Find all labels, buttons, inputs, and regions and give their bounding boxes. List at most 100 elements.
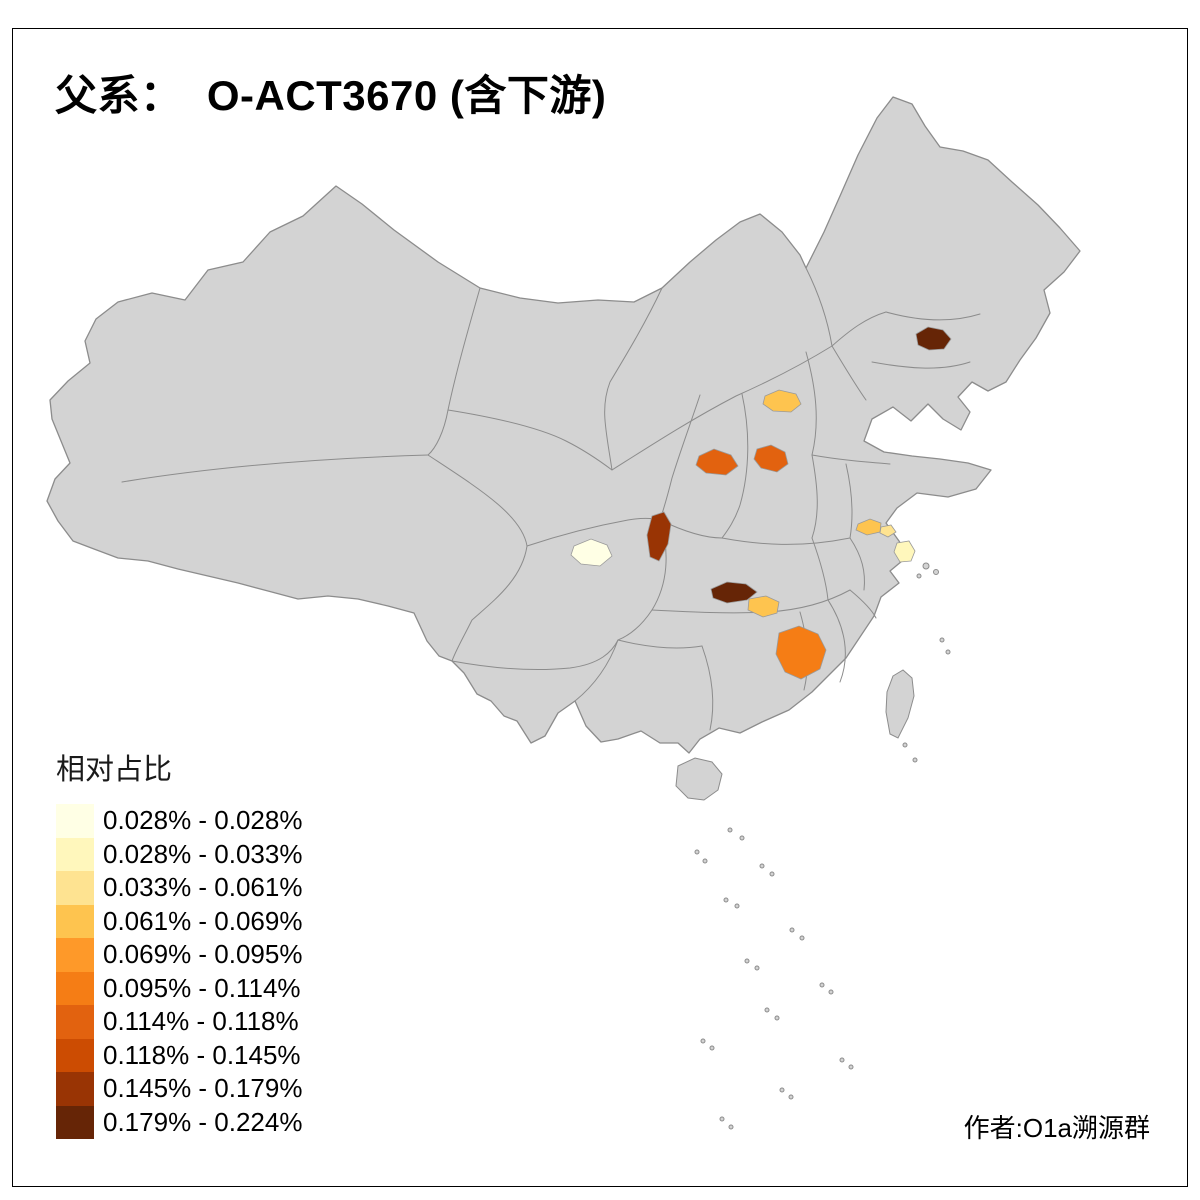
- small-island: [723, 897, 729, 903]
- province-border-line: [701, 645, 714, 731]
- china-mainland-shape: [46, 96, 1081, 754]
- small-island: [828, 989, 834, 995]
- legend-swatch: [56, 904, 94, 938]
- province-border-line: [805, 351, 817, 456]
- legend-swatch: [56, 1105, 94, 1139]
- map-region-northeast-liaoning: [915, 326, 952, 351]
- province-border-line: [849, 537, 865, 591]
- map-region-shanghai-area: [893, 540, 916, 563]
- province-border-line: [721, 393, 749, 539]
- legend-item: 0.179% - 0.224%: [56, 1105, 303, 1139]
- mainland-outline: [46, 96, 1081, 754]
- province-borders: [121, 267, 981, 731]
- legend-label: 0.095% - 0.114%: [103, 972, 301, 1003]
- small-island: [734, 903, 740, 909]
- legend-item: 0.145% - 0.179%: [56, 1072, 302, 1106]
- province-border-line: [721, 537, 851, 545]
- small-island: [744, 958, 750, 964]
- legend-label: 0.179% - 0.224%: [103, 1106, 303, 1137]
- legend-label: 0.028% - 0.028%: [103, 805, 303, 836]
- province-border-line: [871, 361, 971, 369]
- legend-items: 0.028% - 0.028% 0.028% - 0.033% 0.033% - 0…: [56, 804, 302, 1139]
- small-island: [789, 927, 795, 933]
- small-island: [916, 573, 922, 579]
- hainan-island: [675, 757, 723, 801]
- small-island: [764, 1007, 770, 1013]
- legend-item: 0.028% - 0.028%: [56, 804, 302, 838]
- legend-swatch: [56, 971, 94, 1005]
- small-island: [719, 1116, 725, 1122]
- province-border-line: [447, 409, 613, 471]
- taiwan-island: [885, 669, 915, 739]
- map-region-sichuan-central: [570, 538, 613, 567]
- legend-item: 0.061% - 0.069%: [56, 904, 303, 938]
- highlighted-regions: [570, 326, 952, 680]
- legend: 相对占比 0.028% - 0.028% 0.028% - 0.033% 0.033…: [56, 746, 302, 1139]
- legend-label: 0.033% - 0.061%: [103, 872, 303, 903]
- small-island: [700, 1038, 706, 1044]
- province-border-line: [604, 287, 663, 471]
- province-border-line: [831, 345, 867, 401]
- province-border-line: [451, 639, 619, 671]
- map-region-shanxi-south: [753, 444, 789, 473]
- legend-swatch: [56, 837, 94, 871]
- small-island: [922, 562, 930, 570]
- small-island: [839, 1057, 845, 1063]
- province-border-line: [574, 639, 619, 702]
- small-island: [759, 863, 765, 869]
- province-border-line: [831, 311, 887, 347]
- province-border-line: [121, 454, 429, 483]
- small-island: [848, 1064, 854, 1070]
- province-border-line: [827, 599, 846, 683]
- map-region-north-hebei-shanxi: [762, 389, 802, 413]
- islands: [675, 562, 951, 1130]
- legend-swatch: [56, 804, 94, 838]
- small-island: [819, 982, 825, 988]
- legend-label: 0.028% - 0.033%: [103, 838, 303, 869]
- legend-item: 0.028% - 0.033%: [56, 837, 303, 871]
- small-island: [779, 1087, 785, 1093]
- legend-label: 0.061% - 0.069%: [103, 905, 303, 936]
- small-island: [933, 569, 939, 575]
- map-region-hunan-west-dark: [710, 581, 758, 604]
- map-region-hunan-west-amber: [747, 595, 780, 618]
- map-region-hunan-south-orange: [775, 625, 827, 680]
- small-island: [902, 742, 908, 748]
- map-region-jiangsu-east: [879, 524, 897, 538]
- province-border-line: [811, 454, 891, 465]
- small-island: [788, 1094, 794, 1100]
- small-island: [694, 849, 700, 855]
- small-island: [774, 1015, 780, 1021]
- legend-item: 0.118% - 0.145%: [56, 1038, 302, 1072]
- small-island: [709, 1045, 715, 1051]
- province-border-line: [427, 287, 481, 456]
- legend-swatch: [56, 938, 94, 972]
- province-border-line: [849, 589, 877, 619]
- small-island: [754, 965, 760, 971]
- province-border-line: [617, 639, 703, 649]
- legend-item: 0.069% - 0.095%: [56, 938, 302, 972]
- small-island: [727, 827, 733, 833]
- small-island: [728, 1124, 734, 1130]
- author-credit: 作者:O1a溯源群: [963, 1113, 1150, 1143]
- small-island: [939, 637, 945, 643]
- small-island: [769, 871, 775, 877]
- legend-label: 0.118% - 0.145%: [103, 1039, 301, 1070]
- legend-item: 0.095% - 0.114%: [56, 971, 302, 1005]
- small-island: [702, 858, 708, 864]
- map-region-shaanxi-central: [695, 448, 739, 476]
- province-border-line: [885, 311, 981, 321]
- province-border-line: [845, 463, 853, 539]
- province-border-line: [611, 345, 833, 471]
- legend-label: 0.145% - 0.179%: [103, 1073, 303, 1104]
- province-border-line: [427, 454, 528, 662]
- small-island: [799, 935, 805, 941]
- legend-swatch: [56, 1072, 94, 1106]
- province-border-line: [811, 537, 829, 601]
- legend-label: 0.069% - 0.095%: [103, 939, 303, 970]
- legend-swatch: [56, 1005, 94, 1039]
- legend-item: 0.114% - 0.118%: [56, 1005, 302, 1039]
- legend-item: 0.033% - 0.061%: [56, 871, 302, 905]
